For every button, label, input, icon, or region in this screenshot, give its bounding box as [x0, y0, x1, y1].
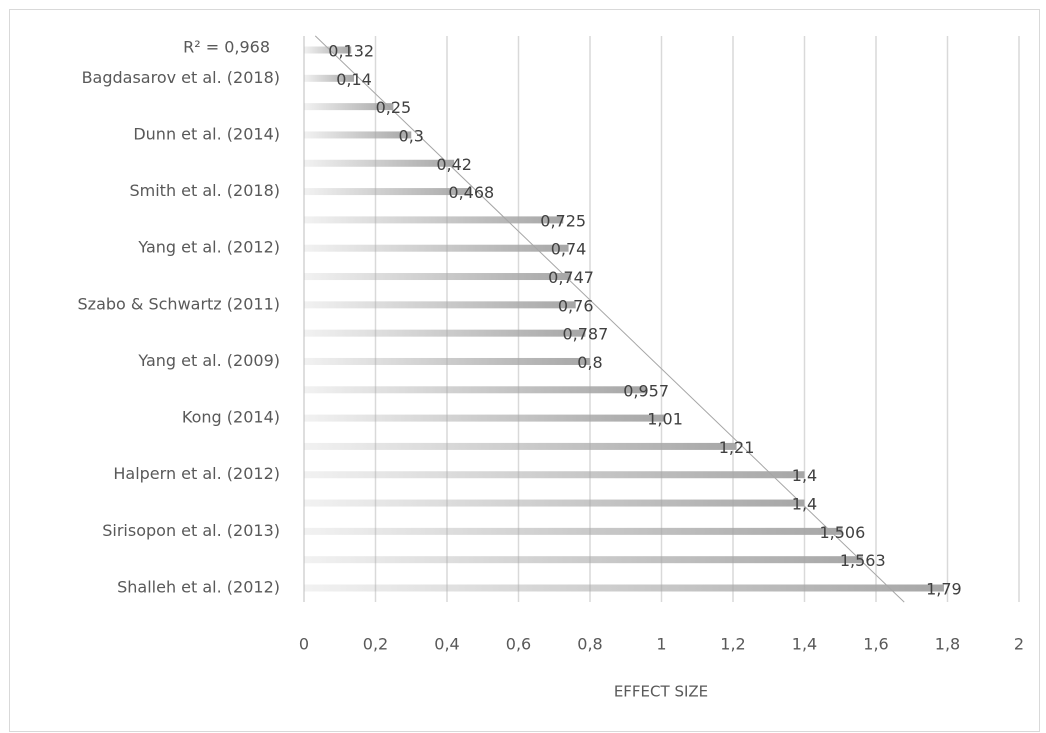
x-tick-label: 0,8	[577, 635, 602, 654]
x-tick-label: 1,4	[792, 635, 817, 654]
x-tick-label: 1,6	[863, 635, 888, 654]
data-label: 0,14	[336, 70, 372, 89]
bar	[304, 584, 944, 592]
y-tick-label: Shalleh et al. (2012)	[117, 578, 280, 597]
data-label: 0,468	[448, 183, 494, 202]
bar	[304, 216, 564, 224]
bar	[304, 131, 412, 139]
data-label: 0,74	[551, 240, 587, 259]
y-tick-label: Smith et al. (2018)	[129, 181, 280, 200]
data-label: 0,787	[562, 325, 608, 344]
x-tick-label: 0	[299, 635, 309, 654]
y-tick-label: Sirisopon et al. (2013)	[102, 521, 280, 540]
bar	[304, 471, 805, 479]
x-tick-label: 0,6	[506, 635, 531, 654]
bar	[304, 159, 455, 167]
data-label: 0,42	[436, 155, 472, 174]
data-label: 1,4	[792, 466, 817, 485]
x-tick-label: 1	[656, 635, 666, 654]
data-label: 0,3	[399, 126, 424, 145]
bar	[304, 386, 647, 394]
bar	[304, 188, 472, 196]
data-label: 0,725	[540, 211, 586, 230]
data-label: 0,25	[376, 98, 412, 117]
data-label: 0,957	[623, 381, 669, 400]
bar	[304, 414, 666, 422]
y-tick-label: Dunn et al. (2014)	[133, 124, 280, 143]
bar	[304, 499, 805, 507]
data-label: 1,4	[792, 495, 817, 514]
trendline	[314, 35, 905, 603]
bar	[304, 244, 569, 252]
y-tick-label: Yang et al. (2012)	[137, 238, 280, 257]
x-tick-label: 0,4	[434, 635, 459, 654]
y-tick-label: Szabo & Schwartz (2011)	[78, 294, 280, 313]
bar	[304, 46, 352, 54]
chart-frame	[9, 9, 1040, 732]
x-tick-label: 0,2	[363, 635, 388, 654]
bar	[304, 273, 572, 281]
bar	[304, 329, 586, 337]
x-tick-label: 1,8	[935, 635, 960, 654]
trendline-annotation: R² = 0,968	[183, 38, 270, 57]
y-tick-label: Halpern et al. (2012)	[113, 464, 280, 483]
data-label: 1,506	[819, 523, 865, 542]
bar	[304, 74, 355, 82]
bar	[304, 442, 737, 450]
data-label: 1,563	[840, 551, 886, 570]
bar	[304, 527, 843, 535]
y-tick-label: Bagdasarov et al. (2018)	[82, 68, 280, 87]
bar	[304, 357, 590, 365]
data-label: 0,76	[558, 296, 594, 315]
bar	[304, 103, 394, 111]
data-label: 1,21	[719, 438, 755, 457]
y-tick-label: Yang et al. (2009)	[137, 351, 280, 370]
bar	[304, 556, 863, 564]
x-tick-label: 1,2	[720, 635, 745, 654]
data-label: 0,8	[577, 353, 602, 372]
data-label: 0,132	[328, 42, 374, 61]
data-label: 0,747	[548, 268, 594, 287]
x-tick-label: 2	[1014, 635, 1024, 654]
data-label: 1,01	[647, 410, 683, 429]
bar	[304, 301, 576, 309]
x-axis-title: EFFECT SIZE	[614, 683, 708, 701]
y-tick-label: Kong (2014)	[182, 408, 280, 427]
data-label: 1,79	[926, 580, 962, 599]
